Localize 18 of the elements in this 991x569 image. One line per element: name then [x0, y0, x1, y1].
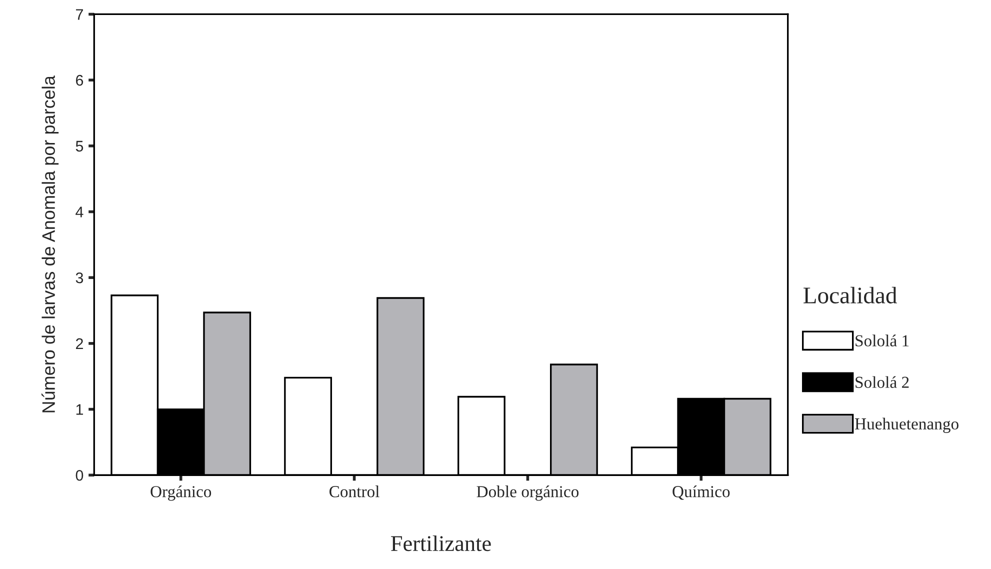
legend-title: Localidad — [804, 286, 897, 304]
y-tick-label: 7 — [76, 9, 83, 20]
y-tick-label: 3 — [76, 272, 84, 284]
y-tick-label: 2 — [76, 338, 83, 349]
y-axis-title: Número de larvas de Anomala por parcela — [42, 76, 59, 412]
x-tick-label: Químico — [672, 486, 730, 500]
legend-label: Huehuetenango — [854, 418, 958, 433]
x-axis-title: Fertilizante — [391, 535, 491, 552]
legend-label: Sololá 1 — [856, 334, 909, 346]
y-tick-label: 4 — [76, 206, 84, 218]
y-tick-label: 5 — [76, 140, 84, 152]
x-tick-label: Control — [330, 486, 380, 498]
legend-label: Sololá 2 — [856, 376, 909, 388]
x-tick-label: Orgánico — [150, 486, 212, 501]
x-tick-label: Doble orgánico — [476, 486, 579, 501]
y-tick-label: 6 — [76, 74, 84, 86]
y-tick-label: 0 — [76, 470, 84, 481]
y-tick-label: 1 — [76, 404, 83, 415]
